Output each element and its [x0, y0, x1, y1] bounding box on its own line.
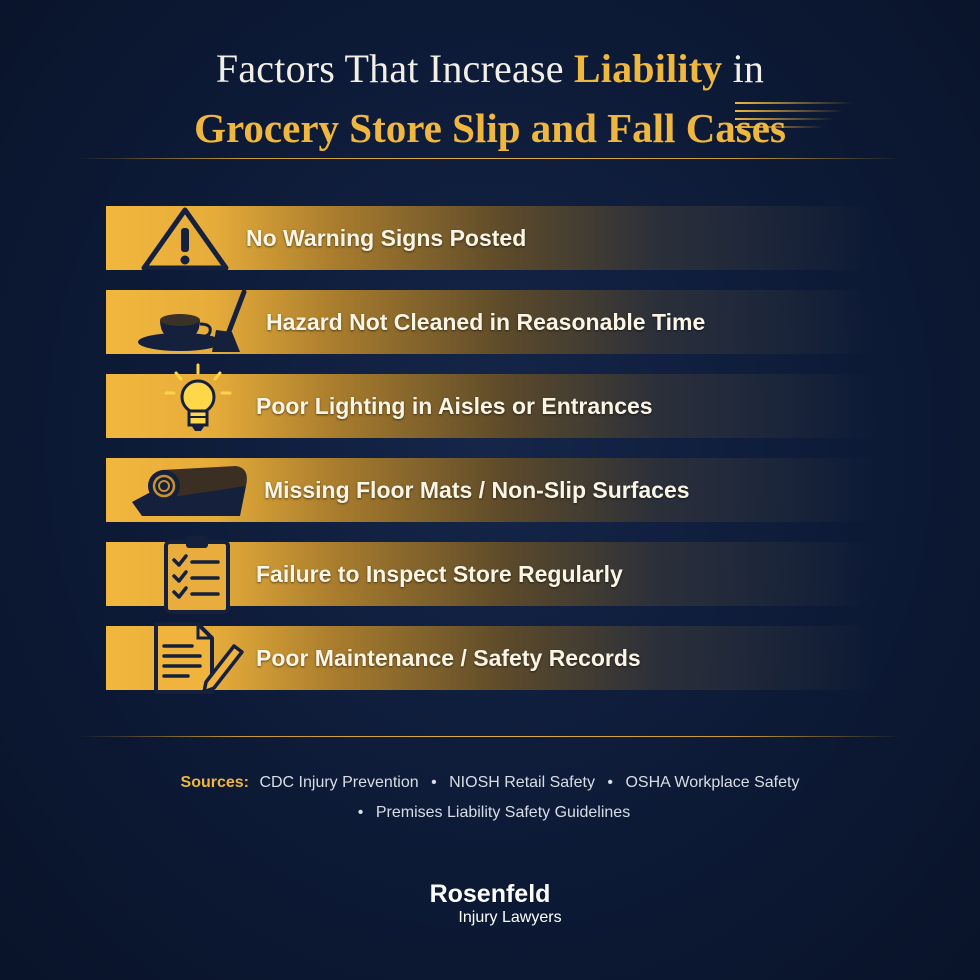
factor-label: Missing Floor Mats / Non-Slip Surfaces [264, 477, 690, 503]
spill-mop-icon [132, 290, 254, 354]
title-line-1: Factors That Increase Liability in [0, 40, 980, 98]
factor-label: Hazard Not Cleaned in Reasonable Time [266, 309, 706, 335]
source-item: CDC Injury Prevention [259, 774, 419, 791]
factor-item: Hazard Not Cleaned in Reasonable Time [106, 290, 876, 354]
factor-item: Missing Floor Mats / Non-Slip Surfaces [106, 458, 876, 522]
logo-subtitle: Injury Lawyers [458, 909, 562, 926]
title-text: Factors That Increase [215, 46, 574, 91]
logo-name: Rosenfeld [429, 880, 551, 908]
page-title: Factors That Increase Liability in Groce… [0, 40, 980, 158]
divider-top [78, 158, 902, 159]
divider-bottom [78, 736, 902, 737]
factor-list: No Warning Signs Posted Hazard Not Clean… [106, 206, 876, 710]
rosenfeld-logo: Rosenfeld Injury Lawyers [0, 880, 980, 928]
source-item: Premises Liability Safety Guidelines [375, 804, 631, 821]
speed-lines-decoration [735, 102, 853, 134]
source-item: OSHA Workplace Safety [625, 774, 800, 791]
separator-dot-icon: • [431, 774, 437, 791]
factor-item: Poor Maintenance / Safety Records [106, 622, 876, 694]
sources-line-1: Sources: CDC Injury Prevention • NIOSH R… [0, 768, 980, 798]
factor-item: Poor Lighting in Aisles or Entrances [106, 363, 876, 438]
factor-label: Poor Lighting in Aisles or Entrances [256, 393, 653, 419]
clipboard-checklist-icon [160, 536, 236, 614]
factor-item: No Warning Signs Posted [106, 206, 876, 270]
sources-title: Sources: [180, 774, 249, 791]
sources-block: Sources: CDC Injury Prevention • NIOSH R… [0, 768, 980, 828]
document-pencil-icon [150, 622, 244, 694]
factor-label: Poor Maintenance / Safety Records [256, 645, 641, 671]
factor-item: Failure to Inspect Store Regularly [106, 536, 876, 614]
separator-dot-icon: • [357, 804, 364, 821]
title-line-2: Grocery Store Slip and Fall Cases [194, 105, 786, 151]
sources-line-2: • Premises Liability Safety Guidelines [0, 798, 980, 828]
title-highlight: Liability [573, 46, 723, 91]
separator-dot-icon: • [607, 774, 614, 791]
floor-mat-icon [126, 458, 252, 522]
factor-label: Failure to Inspect Store Regularly [256, 561, 623, 587]
factor-label: No Warning Signs Posted [246, 225, 527, 251]
title-text-end: in [722, 46, 765, 91]
source-item: NIOSH Retail Safety [449, 774, 595, 791]
light-bulb-icon [158, 363, 238, 438]
warning-triangle-icon [140, 206, 230, 270]
